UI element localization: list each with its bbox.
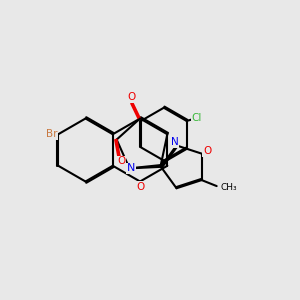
Text: O: O [127, 92, 135, 103]
Text: Cl: Cl [191, 113, 201, 123]
Text: O: O [203, 146, 211, 156]
Text: CH₃: CH₃ [220, 183, 237, 192]
Text: N: N [127, 164, 135, 173]
Text: N: N [171, 137, 179, 148]
Text: O: O [136, 182, 144, 192]
Text: Br: Br [46, 129, 57, 139]
Text: O: O [117, 157, 125, 166]
